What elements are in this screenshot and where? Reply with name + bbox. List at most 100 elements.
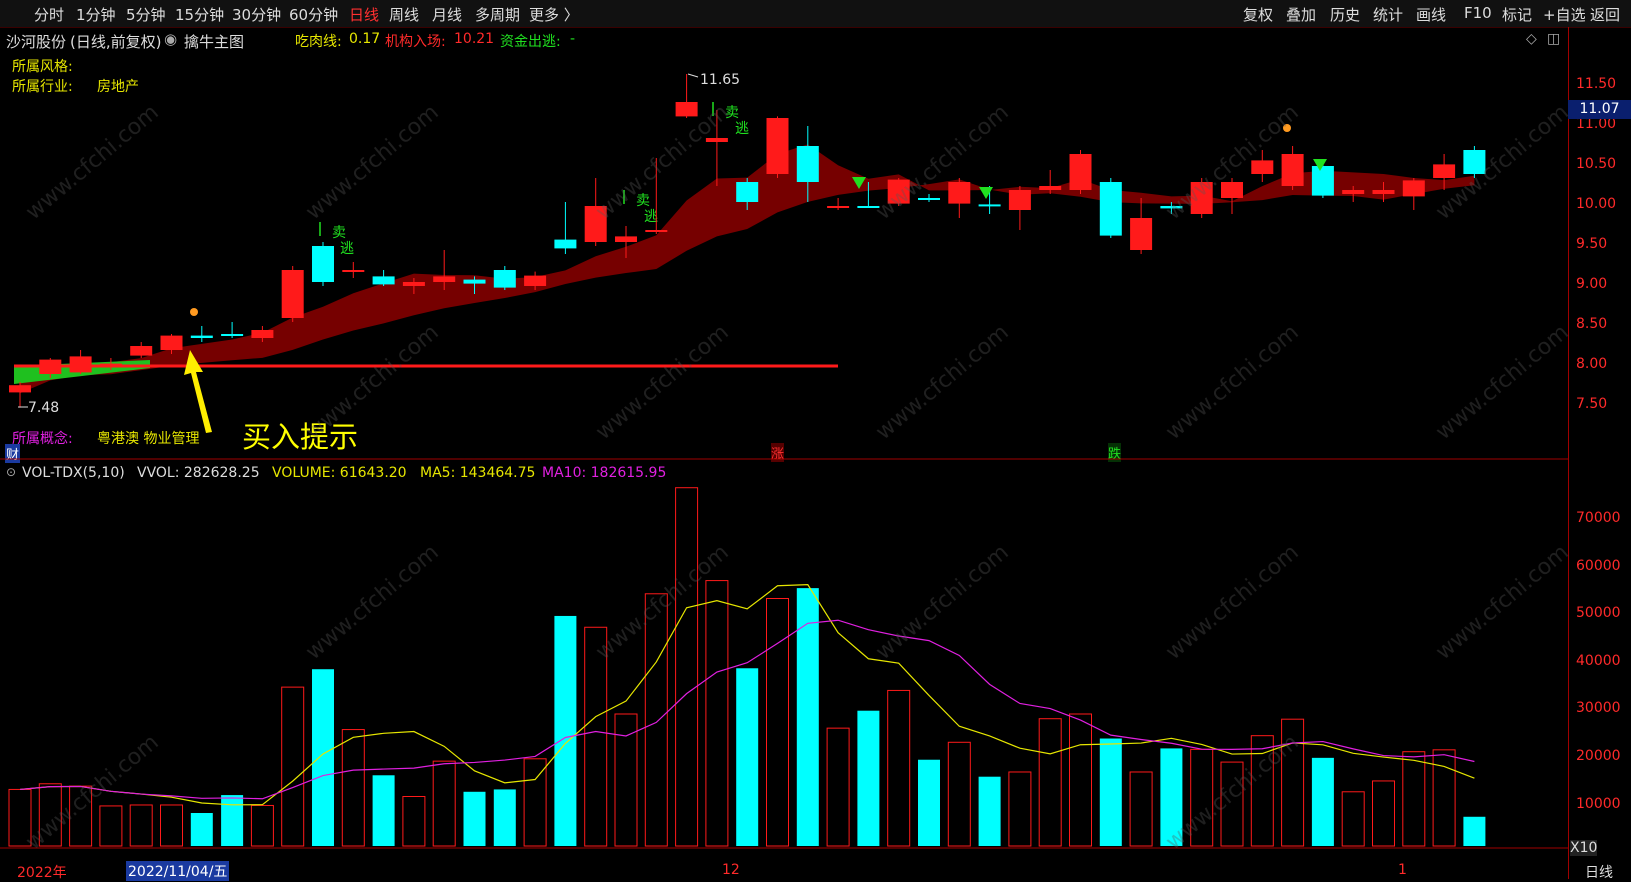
kline-chart[interactable] xyxy=(0,0,1568,879)
candle-body xyxy=(99,363,122,366)
volume-bar xyxy=(1463,816,1486,846)
candle-body xyxy=(130,346,153,356)
volume-bar xyxy=(766,598,789,847)
volume-bar xyxy=(978,776,1001,846)
ma10-value: MA10: 182615.95 xyxy=(542,465,667,481)
draw-button[interactable]: 画线 xyxy=(1416,6,1447,24)
low-price-label: 7.48 xyxy=(28,400,60,416)
panel-toggle-icon[interactable]: ◫ xyxy=(1547,31,1561,47)
volume-indicator-name[interactable]: VOL-TDX(5,10) xyxy=(22,465,125,481)
volume-value: VOLUME: 61643.20 xyxy=(272,465,407,481)
concept-label: 所属概念: xyxy=(12,431,73,447)
escape-label-1: 逃 xyxy=(340,241,354,257)
volume-bar xyxy=(644,593,668,847)
style-label: 所属风格: xyxy=(12,59,73,75)
volume-unit: X10 xyxy=(1570,840,1598,856)
period-tab-4[interactable]: 30分钟 xyxy=(232,6,282,24)
industry-label: 所属行业: xyxy=(12,79,73,95)
price-tick-8: 7.50 xyxy=(1576,396,1608,412)
indicator-name[interactable]: 擒牛主图 xyxy=(184,33,245,51)
candle-body xyxy=(1039,186,1062,190)
volume-indicator-icon[interactable]: ⊙ xyxy=(6,465,17,479)
runner-marker-icon xyxy=(1283,124,1291,132)
volume-bar xyxy=(129,804,153,847)
fall-marker[interactable]: 跌 xyxy=(1108,443,1122,462)
volume-bar xyxy=(1341,791,1365,847)
period-tab-9[interactable]: 多周期 xyxy=(475,6,521,24)
volume-bar xyxy=(281,686,305,847)
period-tab-2[interactable]: 5分钟 xyxy=(126,6,166,24)
ma5-value: MA5: 143464.75 xyxy=(420,465,536,481)
vol-tick-6: 10000 xyxy=(1576,796,1621,812)
volume-bar xyxy=(736,668,759,846)
period-tab-8[interactable]: 月线 xyxy=(432,6,463,24)
back-button[interactable]: 返回 xyxy=(1590,6,1621,24)
volume-bar xyxy=(432,760,456,847)
history-button[interactable]: 历史 xyxy=(1330,6,1361,24)
volume-bar xyxy=(1281,718,1305,847)
volume-bar xyxy=(1129,771,1153,847)
period-tab-0[interactable]: 分时 xyxy=(34,6,65,24)
diamond-icon[interactable]: ◇ xyxy=(1526,31,1537,47)
candle-body xyxy=(1311,166,1334,196)
volume-bar xyxy=(38,783,62,847)
overlay-button[interactable]: 叠加 xyxy=(1286,6,1317,24)
volume-bar xyxy=(341,729,365,847)
period-tab-1[interactable]: 1分钟 xyxy=(76,6,116,24)
candle-body xyxy=(281,270,304,318)
line3-label: 资金出逃: xyxy=(500,34,561,50)
candle-body xyxy=(1281,154,1304,186)
add-watchlist-button[interactable]: +自选 xyxy=(1543,6,1586,24)
candle-body xyxy=(69,356,92,373)
buy-hint-label: 买入提示 xyxy=(242,420,359,454)
runner-marker-icon xyxy=(190,308,198,316)
circle-arrow-icon[interactable]: ◉ xyxy=(164,30,178,48)
volume-bar xyxy=(1432,749,1456,847)
volume-bar xyxy=(402,796,426,847)
price-tick-0: 11.50 xyxy=(1576,76,1617,92)
candle-body xyxy=(1130,218,1153,250)
candle-body xyxy=(1190,182,1213,214)
restore-rights-button[interactable]: 复权 xyxy=(1243,6,1274,24)
volume-bar xyxy=(1008,771,1032,847)
candle-body xyxy=(827,206,850,208)
candle-body xyxy=(433,276,456,282)
period-tab-3[interactable]: 15分钟 xyxy=(175,6,225,24)
volume-bar xyxy=(523,758,547,847)
volume-ma10-line xyxy=(19,619,1475,800)
stock-name: 沙河股份 xyxy=(6,33,67,51)
volume-bar xyxy=(1372,780,1395,847)
stats-button[interactable]: 统计 xyxy=(1373,6,1404,24)
candle-body xyxy=(1251,160,1274,174)
rise-marker[interactable]: 涨 xyxy=(771,443,785,462)
escape-label-3: 逃 xyxy=(735,121,749,137)
volume-bar xyxy=(796,588,819,846)
candle-body xyxy=(1099,182,1122,236)
candle-body xyxy=(584,206,607,242)
candle-body xyxy=(372,276,395,285)
candle-body xyxy=(1342,190,1365,194)
line2-label: 机构入场: xyxy=(385,34,446,50)
candle-body xyxy=(948,182,971,204)
period-tab-7[interactable]: 周线 xyxy=(389,6,420,24)
candle-body xyxy=(1069,154,1092,190)
candle-body xyxy=(736,182,759,202)
price-tick-1: 11.00 xyxy=(1576,116,1617,132)
price-tick-3: 10.00 xyxy=(1576,196,1617,212)
volume-bar xyxy=(554,615,577,846)
period-tab-5[interactable]: 60分钟 xyxy=(289,6,339,24)
candle-body xyxy=(887,179,910,204)
industry-value: 房地产 xyxy=(97,79,139,95)
candle-body xyxy=(857,206,880,208)
line2-value: 10.21 xyxy=(454,31,495,47)
period-label[interactable]: 日线 xyxy=(1585,865,1613,881)
sell-label-2: 卖 xyxy=(636,193,650,209)
mark-button[interactable]: 标记 xyxy=(1502,6,1533,24)
period-tab-10[interactable]: 更多 〉 xyxy=(529,6,579,24)
vol-tick-5: 20000 xyxy=(1576,748,1621,764)
sell-label-3: 卖 xyxy=(725,105,739,121)
f10-button[interactable]: F10 xyxy=(1464,4,1492,22)
period-tab-6[interactable]: 日线 xyxy=(349,6,380,24)
vol-tick-0: 70000 xyxy=(1576,510,1621,526)
volume-bar xyxy=(705,580,729,847)
